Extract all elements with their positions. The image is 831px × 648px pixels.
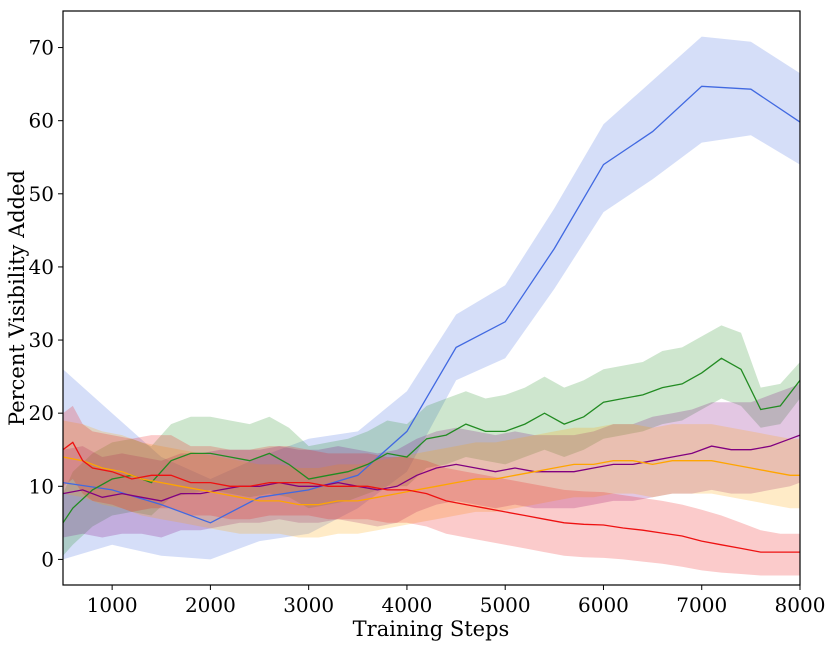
x-tick-label: 3000: [283, 593, 334, 617]
x-tick-label: 8000: [775, 593, 826, 617]
y-axis-label: Percent Visibility Added: [5, 170, 29, 426]
y-tick-label: 50: [29, 182, 54, 206]
confidence-bands: [63, 36, 800, 576]
plot-frame: [62, 10, 801, 586]
series-1-band: [63, 36, 800, 560]
x-tick-label: 5000: [480, 593, 531, 617]
x-tick-label: 6000: [578, 593, 629, 617]
x-tick-label: 2000: [185, 593, 236, 617]
series-2-band: [63, 325, 800, 556]
series-2-line: [62, 357, 801, 524]
y-tick-label: 0: [41, 547, 54, 571]
x-axis-label: Training Steps: [353, 617, 510, 641]
series-5-band: [63, 405, 800, 576]
x-tick-label: 1000: [87, 593, 138, 617]
y-tick-label: 60: [29, 109, 54, 133]
x-tick-label: 7000: [676, 593, 727, 617]
series-4-line: [62, 456, 800, 506]
y-tick-label: 20: [29, 401, 54, 425]
series-1-line: [62, 85, 801, 524]
y-axis-ticks: 0 10 20 30 40 50 60 70: [29, 36, 63, 571]
series-4-band: [63, 420, 800, 538]
x-axis-ticks: 1000 2000 3000 4000 5000 6000 7000 8000: [87, 585, 826, 617]
series-lines: [62, 85, 801, 553]
series-5-line: [62, 441, 800, 553]
y-tick-label: 30: [29, 328, 54, 352]
y-tick-label: 40: [29, 255, 54, 279]
x-tick-label: 4000: [381, 593, 432, 617]
y-tick-label: 10: [29, 474, 54, 498]
y-tick-label: 70: [29, 36, 54, 60]
series-3-line: [62, 434, 801, 502]
